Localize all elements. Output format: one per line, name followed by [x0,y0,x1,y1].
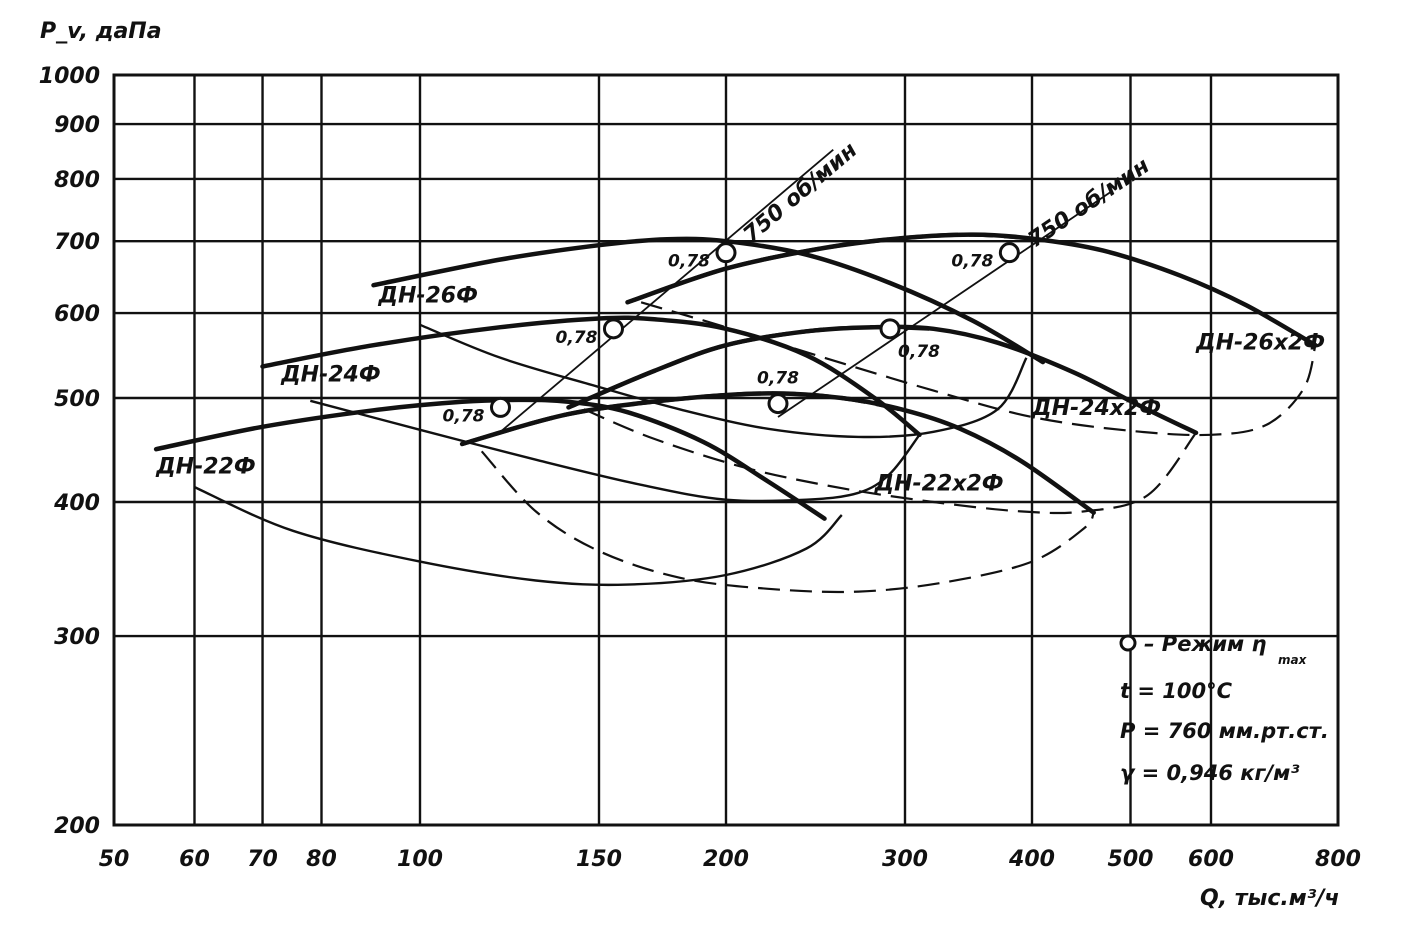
efficiency-label: 0,78 [757,369,799,389]
tick-labels: 50 60 70 80 100 150 200 300 400 500 600 800 1000 900 8… [39,64,1361,872]
x-tick-label: 100 [397,847,443,872]
efficiency-marker [715,242,737,264]
efficiency-marker [602,318,624,340]
rpm-label: 750 об/мин [739,138,862,248]
twin-dashed-curve [626,232,1033,305]
fan-label: ДН-26Ф [377,283,478,308]
x-tick-label: 50 [99,847,130,872]
y-tick-label: 900 [54,113,100,138]
fan-label: ДН-22Ф [155,455,256,480]
rpm-label: 750 об/мин [1024,154,1155,254]
y-tick-label: 700 [54,230,100,255]
efficiency-loop [583,408,1197,515]
y-tick-label: 400 [53,491,100,516]
legend-marker-text: – Режим η [1144,632,1267,656]
fan-curve-group [153,397,843,587]
x-tick-label: 600 [1188,847,1234,872]
legend: – Режим η max t = 100°C P = 760 мм.рт.ст… [1119,632,1329,785]
efficiency-label: 0,78 [556,328,598,348]
y-tick-label: 1000 [39,64,100,89]
x-tick-label: 800 [1315,847,1361,872]
x-tick-label: 300 [882,847,928,872]
fan-label: ДН-26х2Ф [1195,330,1325,355]
rpm-line [499,148,834,433]
fan-label: ДН-24х2Ф [1031,396,1161,421]
fan-label: ДН-22х2Ф [874,471,1004,496]
rpm-line [777,190,1113,418]
x-tick-label: 500 [1108,847,1154,872]
x-tick-label: 150 [576,847,622,872]
x-tick-label: 80 [306,847,337,872]
legend-marker-icon [1119,634,1137,652]
twin-dashed-group [626,232,1033,305]
x-tick-label: 70 [247,847,278,872]
x-tick-label: 200 [703,847,749,872]
efficiency-marker [879,318,901,340]
efficiency-loop [194,486,843,587]
y-axis-title: P_v, даПа [40,19,162,44]
y-tick-label: 300 [54,625,100,650]
fan-curves [153,232,1318,594]
pressure-curve [153,397,827,521]
x-axis-title: Q, тыс.м³/ч [1200,886,1340,911]
twin-dashed-group [567,325,934,410]
efficiency-loop [480,450,1095,594]
efficiency-marker [489,396,511,418]
efficiency-label: 0,78 [951,252,993,272]
legend-line-pressure: P = 760 мм.рт.ст. [1120,719,1329,743]
fan-curve-group [260,315,922,503]
y-tick-label: 600 [54,302,100,327]
efficiency-loop [309,399,921,503]
efficiency-label: 0,78 [443,406,485,426]
pressure-curve [260,315,922,438]
efficiency-markers: 0,78 0,78 0,78 0,78 0,78 0,78 [443,242,1020,426]
efficiency-label: 0,78 [668,252,710,272]
twin-dashed-group [461,391,906,447]
y-tick-label: 200 [54,814,100,839]
curve-labels: ДН-22Ф ДН-24Ф ДН-26Ф ДН-22х2Ф ДН-24х2Ф ДН-26х… [155,283,1325,496]
y-tick-label: 500 [54,387,100,412]
grid [112,73,1340,827]
x-tick-label: 400 [1008,847,1055,872]
x-tick-label: 60 [179,847,210,872]
efficiency-loop [419,323,1028,439]
efficiency-label: 0,78 [898,342,940,362]
twin-dashed-curve [567,325,934,410]
legend-marker-sub: max [1278,653,1308,667]
legend-line-density: γ = 0,946 кг/м³ [1120,761,1300,785]
fan-label: ДН-24Ф [280,363,381,388]
efficiency-marker [767,393,789,415]
efficiency-marker [998,242,1020,264]
twin-dashed-curve [461,391,906,447]
legend-line-temperature: t = 100°C [1120,679,1233,703]
y-tick-label: 800 [54,168,100,193]
efficiency-loop [640,301,1317,437]
